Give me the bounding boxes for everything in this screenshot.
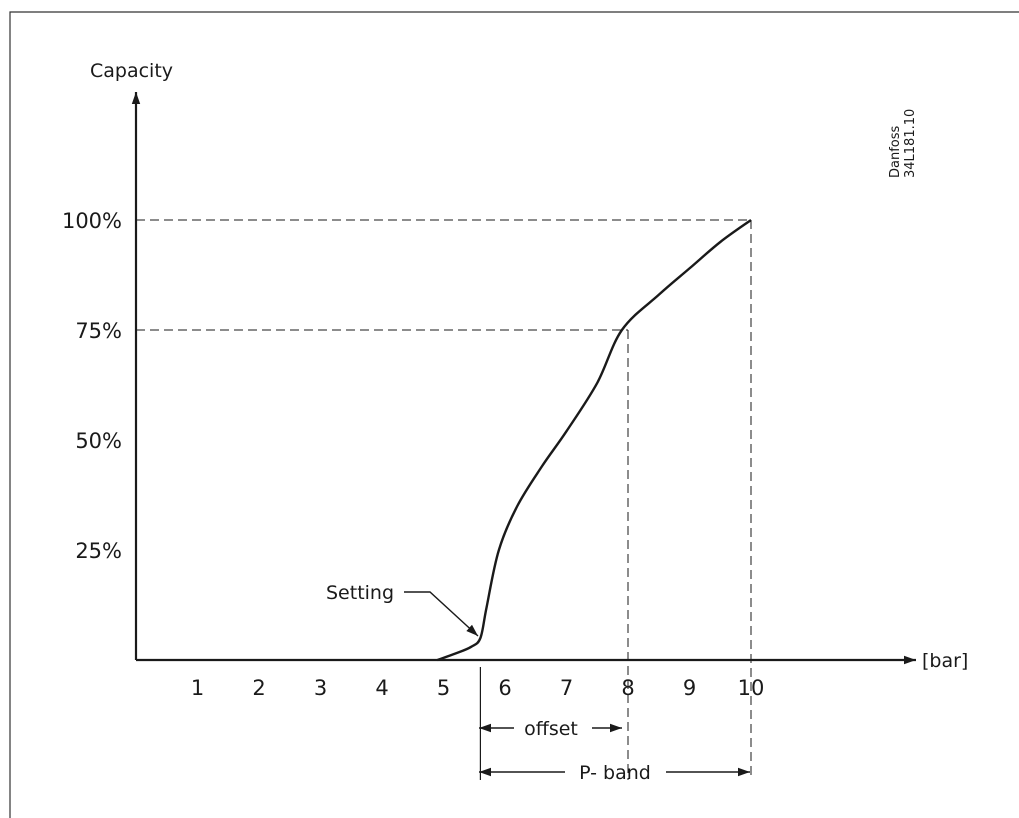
figure-code: 34L181.10 <box>903 109 918 178</box>
figure-id: Danfoss 34L181.10 <box>888 109 918 178</box>
x-tick-label: 1 <box>191 676 204 700</box>
setting-leader <box>404 591 479 637</box>
y-axis-label: Capacity <box>90 60 173 82</box>
x-tick-label: 3 <box>314 676 327 700</box>
x-tick-label: 5 <box>437 676 450 700</box>
y-tick-label: 100% <box>62 209 122 233</box>
y-tick-label: 75% <box>75 319 122 343</box>
x-tick-label: 9 <box>683 676 696 700</box>
y-tick-label: 50% <box>75 429 122 453</box>
y-tick-label: 25% <box>75 539 122 563</box>
figure-border <box>9 11 1019 818</box>
x-axis-label: [bar] <box>922 650 968 672</box>
capacity-curve <box>436 219 752 662</box>
reference-lines <box>136 219 752 780</box>
x-tick-label: 2 <box>252 676 265 700</box>
offset-label: offset <box>524 718 578 740</box>
y-tick-labels: 25% 50% 75% 100% <box>62 209 122 563</box>
brand-label: Danfoss <box>888 125 903 178</box>
setting-label: Setting <box>326 582 394 604</box>
x-tick-label: 4 <box>375 676 388 700</box>
x-tick-label: 7 <box>560 676 573 700</box>
x-tick-labels: 1 2 3 4 5 6 7 8 9 10 <box>191 676 765 700</box>
x-tick-label: 6 <box>498 676 511 700</box>
p-band-label: P- band <box>579 762 651 784</box>
